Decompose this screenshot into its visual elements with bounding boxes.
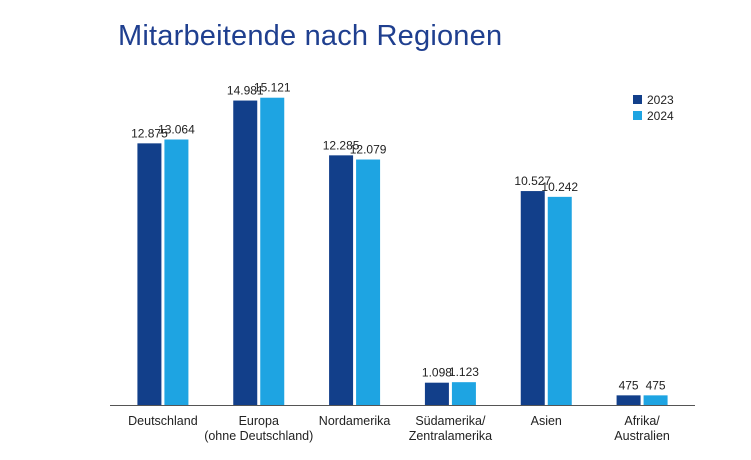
value-label-2024-4: 10.242 xyxy=(541,180,578,194)
value-label-2024-0: 13.064 xyxy=(158,123,195,137)
value-label-2023-3: 1.098 xyxy=(422,366,452,380)
bar-2024-2 xyxy=(356,159,381,405)
legend-label-2024: 2024 xyxy=(647,109,674,123)
legend-label-2023: 2023 xyxy=(647,93,674,107)
bar-2023-0 xyxy=(137,143,162,405)
chart-title: Mitarbeitende nach Regionen xyxy=(118,20,503,52)
value-label-2023-0: 12.875 xyxy=(131,126,168,140)
value-label-2023-1: 14.981 xyxy=(227,84,264,98)
bar-2023-2 xyxy=(329,155,354,405)
value-label-2023-4: 10.527 xyxy=(514,174,551,188)
category-label-1-0: Europa xyxy=(239,414,279,428)
category-label-3-0: Südamerika/ xyxy=(415,414,486,428)
legend-swatch-2024 xyxy=(633,111,642,120)
category-label-4-0: Asien xyxy=(531,414,562,428)
category-label-0-0: Deutschland xyxy=(128,414,198,428)
legend-swatch-2023 xyxy=(633,95,642,104)
value-label-2023-5: 475 xyxy=(619,378,639,392)
bar-2024-4 xyxy=(547,196,572,405)
value-label-2024-5: 475 xyxy=(646,378,666,392)
category-label-2-0: Nordamerika xyxy=(319,414,391,428)
bar-2023-1 xyxy=(233,100,258,405)
category-labels-group: Deutschland Europa(ohne Deutschland) Norda… xyxy=(128,414,670,443)
category-label-5-0: Afrika/ xyxy=(624,414,660,428)
bar-2023-3 xyxy=(424,382,449,405)
bar-2023-5 xyxy=(616,395,641,405)
bar-2024-5 xyxy=(643,395,668,405)
bar-2024-1 xyxy=(260,97,285,405)
value-label-2024-1: 15.121 xyxy=(254,81,291,95)
value-label-2024-2: 12.079 xyxy=(350,143,387,157)
bar-2024-3 xyxy=(451,382,476,405)
value-label-2023-2: 12.285 xyxy=(323,138,360,152)
value-label-2024-3: 1.123 xyxy=(449,365,479,379)
category-label-3-1: Zentralamerika xyxy=(409,429,492,443)
bar-2023-4 xyxy=(520,191,545,405)
bar-2024-0 xyxy=(164,139,189,406)
bars-group xyxy=(137,97,668,406)
legend: 2023 2024 xyxy=(633,93,674,123)
category-label-5-1: Australien xyxy=(614,429,670,443)
category-label-1-1: (ohne Deutschland) xyxy=(204,429,313,443)
